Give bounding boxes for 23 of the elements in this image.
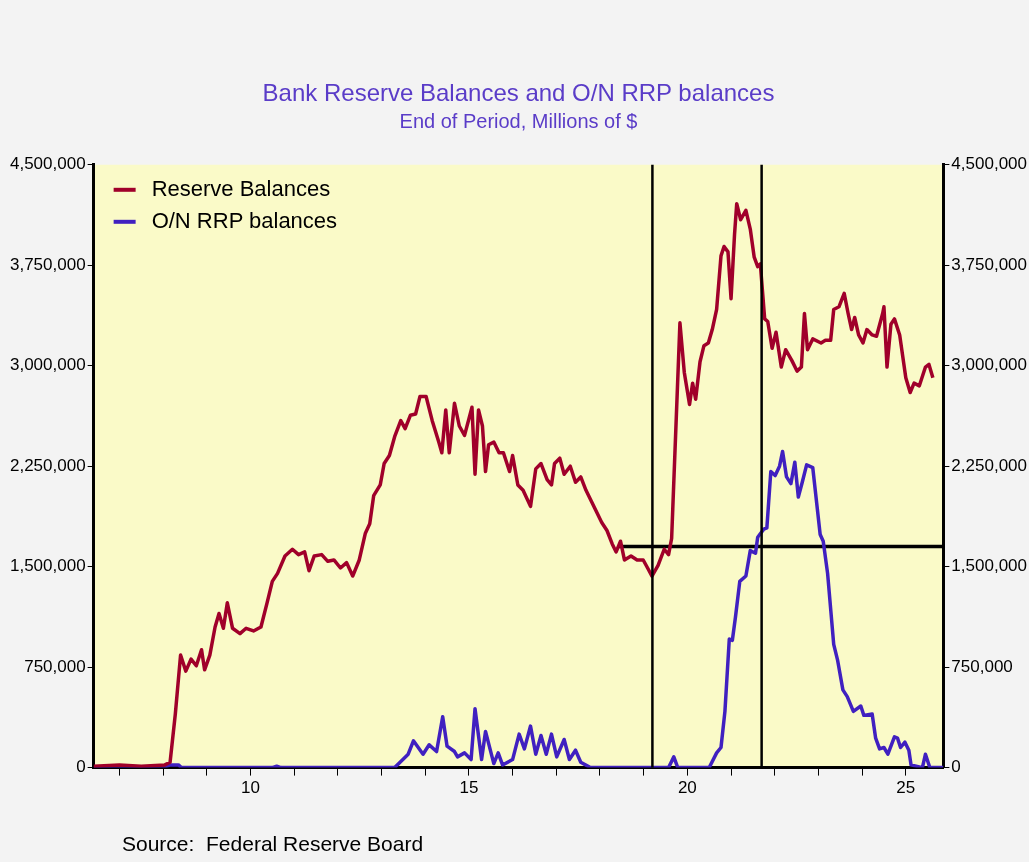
y2-tick-label: 4,500,000	[951, 154, 1028, 174]
y-tick-label: 2,250,000	[9, 455, 86, 475]
y-tick-label: 3,000,000	[9, 355, 86, 375]
y2-tick-label: 1,500,000	[951, 556, 1028, 576]
y-tick-label: 0	[76, 757, 86, 777]
legend-label: O/N RRP balances	[151, 207, 338, 233]
source-note: Source: Federal Reserve Board	[122, 832, 424, 856]
chart-title: Bank Reserve Balances and O/N RRP balances	[262, 79, 775, 107]
x-tick-label: 10	[241, 778, 260, 798]
x-tick-label: 15	[459, 778, 479, 798]
x-tick-label: 20	[677, 778, 697, 798]
y2-tick-label: 750,000	[951, 656, 1013, 676]
y2-tick-label: 3,750,000	[951, 254, 1028, 274]
legend-label: Reserve Balances	[151, 175, 331, 201]
y2-tick-label: 0	[951, 757, 961, 777]
x-tick-label: 25	[896, 778, 916, 798]
y-tick-label: 3,750,000	[9, 254, 86, 274]
y2-tick-label: 3,000,000	[951, 355, 1028, 375]
y2-tick-label: 2,250,000	[951, 455, 1028, 475]
y-tick-label: 750,000	[24, 656, 86, 676]
y-tick-label: 1,500,000	[9, 556, 86, 576]
y-tick-label: 4,500,000	[9, 154, 86, 174]
chart-subtitle: End of Period, Millions of $	[399, 110, 638, 133]
